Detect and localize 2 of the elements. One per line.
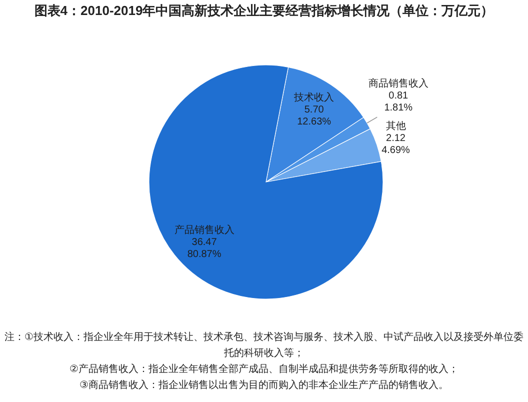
title: 图表4：2010-2019年中国高新技术企业主要经营指标增长情况（单位：万亿元） xyxy=(34,3,494,18)
notes: 注：①技术收入：指企业全年用于技术转让、技术承包、技术咨询与服务、技术入股、中试产品收入以及接受外单位委托的科研收入等； ②产品销售收入：指企业全年销售全部产成品、自制半成品和提供劳务等所取得的收入； ③商品销售收入：指企业销售以出售为目的而购入的非本企业生产产品的销售收入。 xyxy=(4,330,524,393)
